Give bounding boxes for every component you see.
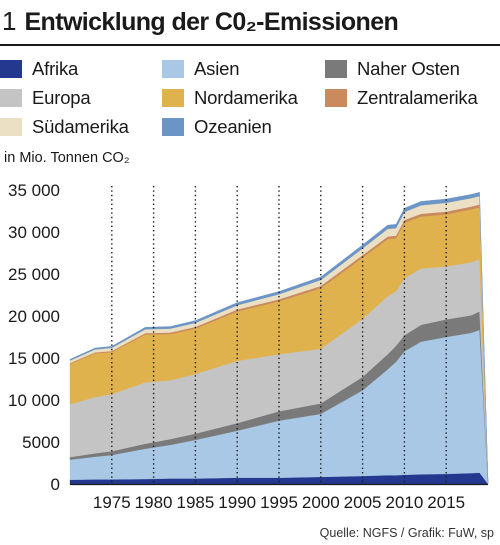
- y-tick-label: 5000: [22, 433, 60, 452]
- x-tick-label: 2000: [302, 493, 340, 512]
- legend-label: Asien: [194, 58, 240, 79]
- legend-swatch: [325, 89, 347, 107]
- legend: Afrika Asien Naher Osten Europa Nordamer…: [0, 56, 500, 146]
- x-tick-label: 1980: [135, 493, 173, 512]
- legend-label: Afrika: [32, 58, 79, 79]
- legend-label: Zentralamerika: [357, 87, 478, 108]
- y-tick-label: 0: [51, 475, 60, 494]
- legend-item-ozeanien: Ozeanien: [162, 114, 272, 140]
- legend-swatch: [0, 60, 22, 78]
- legend-label: Europa: [32, 87, 91, 108]
- legend-label: Ozeanien: [194, 116, 272, 137]
- legend-label: Naher Osten: [357, 58, 460, 79]
- area-ozeanien: [69, 192, 489, 485]
- x-tick-label: 2015: [427, 493, 465, 512]
- y-tick-label: 10 000: [8, 391, 60, 410]
- y-tick-label: 20 000: [8, 307, 60, 326]
- legend-label: Nordamerika: [194, 87, 298, 108]
- legend-item-afrika: Afrika: [0, 56, 78, 82]
- y-tick-label: 30 000: [8, 223, 60, 242]
- legend-item-nordamerika: Nordamerika: [162, 85, 298, 111]
- legend-swatch: [162, 89, 184, 107]
- x-tick-label: 1995: [260, 493, 298, 512]
- legend-item-naher-osten: Naher Osten: [325, 56, 460, 82]
- title-text: Entwicklung der C0₂-Emissionen: [24, 8, 399, 36]
- grid: [111, 186, 447, 484]
- legend-swatch: [0, 89, 22, 107]
- figure-number: 1: [2, 6, 17, 36]
- legend-swatch: [325, 60, 347, 78]
- legend-item-asien: Asien: [162, 56, 239, 82]
- x-axis: 1975 1980 1985 1990 1995 2000 2005 2010 2015: [93, 493, 465, 512]
- chart-title: 1 Entwicklung der C0₂-Emissionen: [2, 6, 399, 40]
- legend-swatch: [162, 118, 184, 136]
- x-tick-label: 1990: [218, 493, 256, 512]
- x-tick-label: 2005: [344, 493, 382, 512]
- y-tick-label: 35 000: [8, 181, 60, 200]
- x-tick-label: 1985: [176, 493, 214, 512]
- title-rule: [0, 44, 500, 46]
- legend-label: Südamerika: [32, 116, 129, 137]
- y-axis-unit-label: in Mio. Tonnen CO₂: [4, 150, 130, 166]
- legend-swatch: [162, 60, 184, 78]
- x-tick-label: 1975: [93, 493, 131, 512]
- legend-swatch: [0, 118, 22, 136]
- area-layers: [69, 192, 489, 485]
- x-tick-label: 2010: [385, 493, 423, 512]
- legend-item-europa: Europa: [0, 85, 91, 111]
- source-note: Quelle: NGFS / Grafik: FuW, sp: [319, 526, 494, 540]
- legend-item-zentralamerika: Zentralamerika: [325, 85, 478, 111]
- legend-item-suedamerika: Südamerika: [0, 114, 129, 140]
- y-axis: 0 5000 10 000 15 000 20 000 25 000 30 000 35 00…: [8, 181, 60, 494]
- y-tick-label: 15 000: [8, 349, 60, 368]
- y-tick-label: 25 000: [8, 265, 60, 284]
